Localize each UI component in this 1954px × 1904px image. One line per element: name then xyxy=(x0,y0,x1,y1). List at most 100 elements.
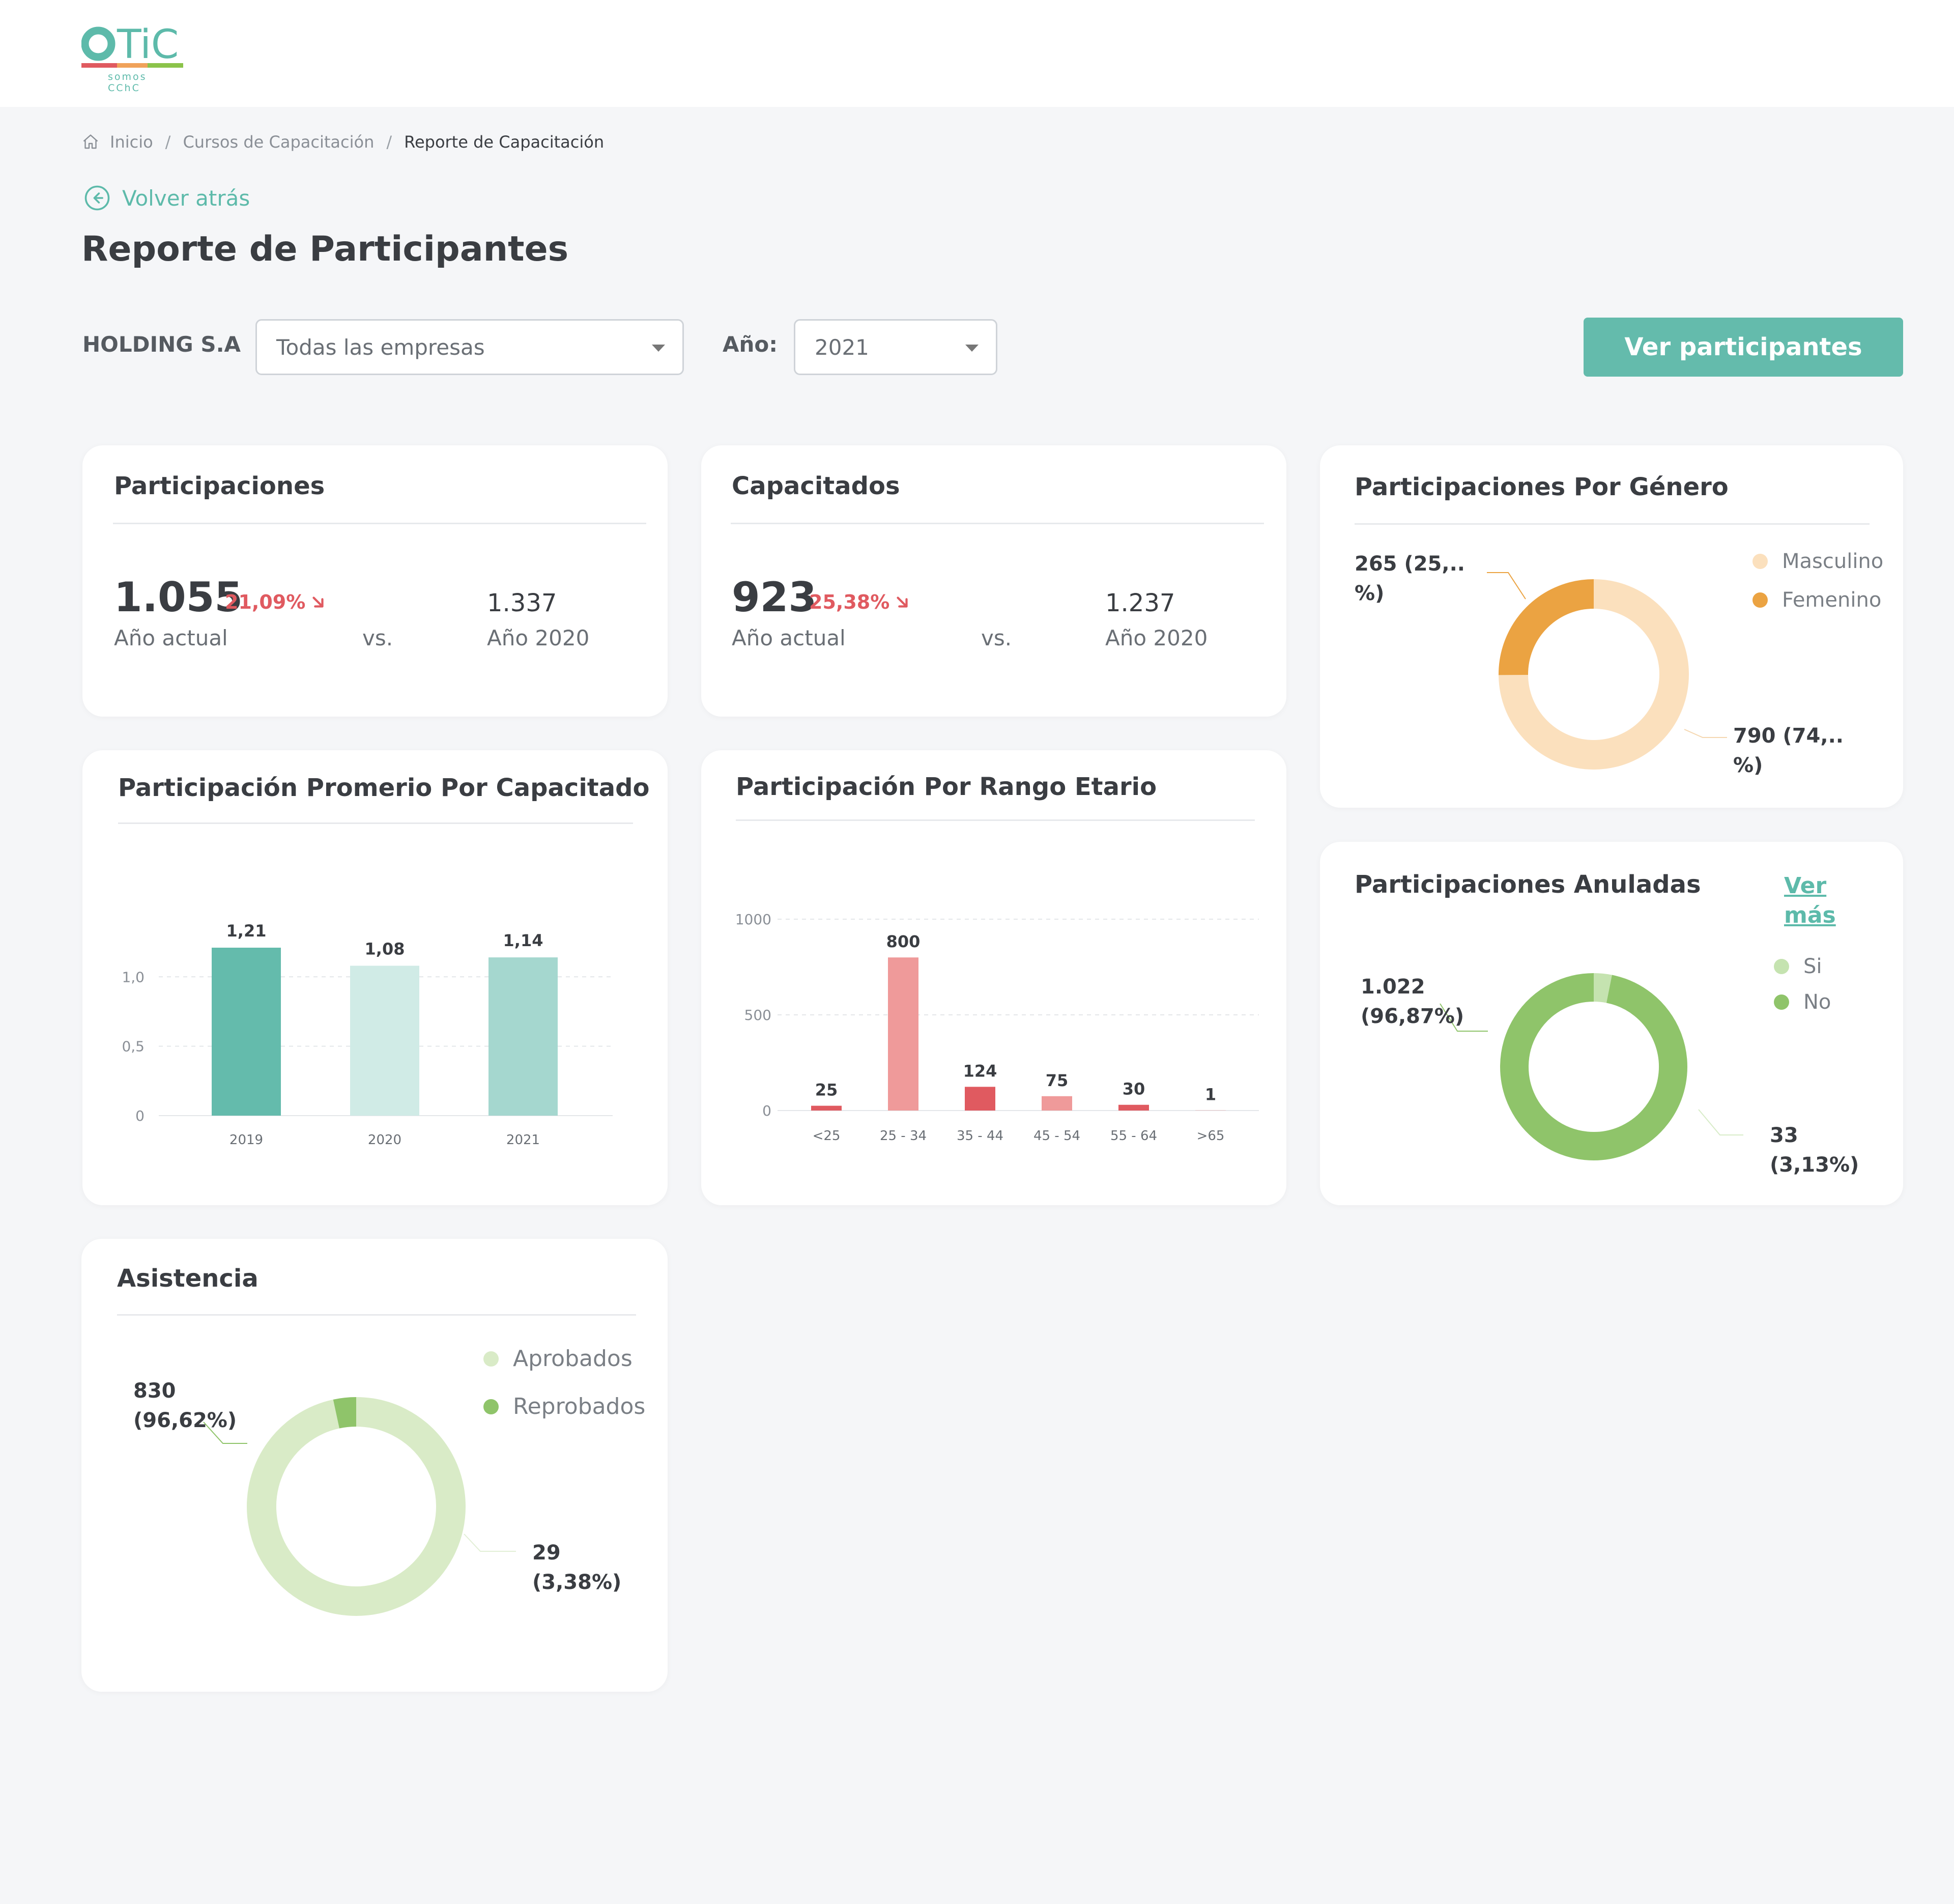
bar[interactable] xyxy=(1042,1096,1072,1111)
legend-dot xyxy=(1752,592,1768,608)
y-tick-label: 500 xyxy=(744,1007,771,1024)
bar-value-label: 1,14 xyxy=(503,931,543,950)
kpi-previous-value: 1.237 xyxy=(1105,589,1175,617)
donut-leader-line xyxy=(1440,1003,1488,1032)
donut-leader-line xyxy=(1698,1109,1743,1135)
bar[interactable] xyxy=(489,957,558,1116)
legend-label: Femenino xyxy=(1782,588,1882,612)
card-title: Participación Promerio Por Capacitado xyxy=(118,774,650,802)
donut-label-masculino: 790 (74,.. %) xyxy=(1733,721,1844,780)
genero-donut-chart xyxy=(1487,572,1727,770)
x-tick-label: <25 xyxy=(813,1128,841,1144)
legend-item-masculino[interactable]: Masculino xyxy=(1752,550,1883,573)
otic-logo[interactable]: TiC somos CChC xyxy=(81,22,183,94)
bar[interactable] xyxy=(811,1105,842,1111)
arrow-down-right-icon xyxy=(897,596,908,608)
card-divider xyxy=(113,523,646,524)
kpi-change: 21,09% xyxy=(225,591,327,613)
chevron-down-icon xyxy=(652,345,665,352)
x-tick-label: 25 - 34 xyxy=(880,1128,927,1144)
kpi-vs: vs. xyxy=(362,626,393,650)
anuladas-card: Participaciones Anuladas Ver más 1.022 (… xyxy=(1320,842,1903,1205)
anuladas-donut-chart xyxy=(1440,973,1743,1160)
rango-bar-chart: 0 500 1000 25 <25 800 25 - 34 124 35 - 44 75 45 - … xyxy=(735,911,1259,1144)
donut-label-reprobados: 29 (3,38%) xyxy=(532,1538,621,1597)
card-title: Participaciones xyxy=(114,472,325,500)
legend-item-reprobados[interactable]: Reprobados xyxy=(483,1394,645,1419)
svg-text:TiC: TiC xyxy=(117,25,179,68)
company-select[interactable]: Todas las empresas xyxy=(255,319,684,375)
kpi-current-value: 1.055 xyxy=(114,574,243,621)
x-tick-label: 45 - 54 xyxy=(1033,1128,1080,1144)
ver-mas-link[interactable]: Ver más xyxy=(1784,871,1836,930)
legend-item-femenino[interactable]: Femenino xyxy=(1752,588,1881,612)
bar[interactable] xyxy=(888,957,918,1111)
asistencia-card: Asistencia 830 (96,62%) 29 (3,38%) Aprob… xyxy=(81,1239,668,1692)
donut-slice[interactable] xyxy=(1499,579,1689,770)
donut-slice[interactable] xyxy=(1500,973,1687,1160)
donut-label-line: (3,38%) xyxy=(532,1571,622,1594)
bar[interactable] xyxy=(212,948,281,1116)
bar-value-label: 1,21 xyxy=(226,921,267,941)
x-tick-label: 55 - 64 xyxy=(1110,1128,1157,1144)
year-select[interactable]: 2021 xyxy=(794,319,997,375)
donut-label-line: (96,62%) xyxy=(133,1409,237,1432)
x-tick-label: 2019 xyxy=(229,1132,263,1148)
breadcrumb-item-cursos[interactable]: Cursos de Capacitación xyxy=(183,132,375,152)
card-title: Participaciones Anuladas xyxy=(1355,870,1701,899)
kpi-previous-caption: Año 2020 xyxy=(487,626,590,650)
donut-label-line: 830 xyxy=(133,1379,176,1403)
back-link[interactable]: Volver atrás xyxy=(83,184,250,212)
x-tick-label: >65 xyxy=(1197,1128,1225,1144)
card-title: Capacitados xyxy=(732,472,900,500)
donut-leader-line xyxy=(1487,572,1526,600)
arrow-down-right-icon xyxy=(312,596,324,608)
breadcrumb-item-inicio[interactable]: Inicio xyxy=(110,132,153,152)
ver-participantes-button[interactable]: Ver participantes xyxy=(1584,318,1903,377)
x-tick-label: 35 - 44 xyxy=(957,1128,1003,1144)
bar[interactable] xyxy=(350,965,419,1116)
legend-dot xyxy=(483,1351,499,1367)
breadcrumb-item-reporte: Reporte de Capacitación xyxy=(404,132,605,152)
card-title: Participaciones Por Género xyxy=(1355,473,1729,501)
rango-card: Participación Por Rango Etario 0 500 1000 2… xyxy=(701,750,1286,1205)
legend-item-no[interactable]: No xyxy=(1774,990,1831,1014)
bar-value-label: 800 xyxy=(886,932,921,951)
legend-dot xyxy=(1774,994,1789,1010)
card-divider xyxy=(117,1314,636,1316)
donut-label-femenino: 265 (25,.. %) xyxy=(1355,549,1465,608)
top-bar: TiC somos CChC xyxy=(0,0,1954,107)
donut-slice[interactable] xyxy=(333,1397,357,1429)
arrow-left-circle-icon xyxy=(84,185,110,211)
donut-slice[interactable] xyxy=(247,1397,466,1616)
donut-slice[interactable] xyxy=(1593,973,1612,1003)
breadcrumb-separator: / xyxy=(386,132,392,152)
donut-label-line: 1.022 xyxy=(1361,975,1425,999)
donut-label-si: 33 (3,13%) xyxy=(1770,1121,1859,1180)
y-tick-label: 0 xyxy=(135,1107,145,1124)
y-tick-label: 1000 xyxy=(735,911,771,928)
bar-value-label: 124 xyxy=(963,1061,997,1081)
otic-logo-graphic: TiC xyxy=(81,22,183,68)
legend-item-si[interactable]: Si xyxy=(1774,955,1822,978)
legend-dot xyxy=(1752,554,1768,569)
bar-value-label: 1 xyxy=(1205,1085,1216,1104)
donut-slice[interactable] xyxy=(1499,579,1594,675)
y-tick-label: 1,0 xyxy=(122,969,145,985)
participaciones-card: Participaciones 1.055 21,09% Año actual … xyxy=(82,445,668,717)
card-divider xyxy=(736,819,1255,821)
asistencia-donut-chart xyxy=(203,1397,516,1616)
home-icon[interactable] xyxy=(81,133,100,151)
company-label: HOLDING S.A xyxy=(82,332,241,357)
bar[interactable] xyxy=(1118,1104,1149,1111)
link-line: Ver xyxy=(1784,873,1827,899)
bar[interactable] xyxy=(965,1087,995,1111)
back-label: Volver atrás xyxy=(122,185,250,211)
y-tick-label: 0 xyxy=(762,1102,771,1119)
legend-label: Si xyxy=(1803,955,1822,978)
donut-leader-line xyxy=(203,1422,247,1444)
chevron-down-icon xyxy=(965,345,979,352)
legend-item-aprobados[interactable]: Aprobados xyxy=(483,1346,633,1372)
kpi-change-value: 25,38% xyxy=(809,591,890,613)
bar-value-label: 25 xyxy=(815,1081,838,1100)
